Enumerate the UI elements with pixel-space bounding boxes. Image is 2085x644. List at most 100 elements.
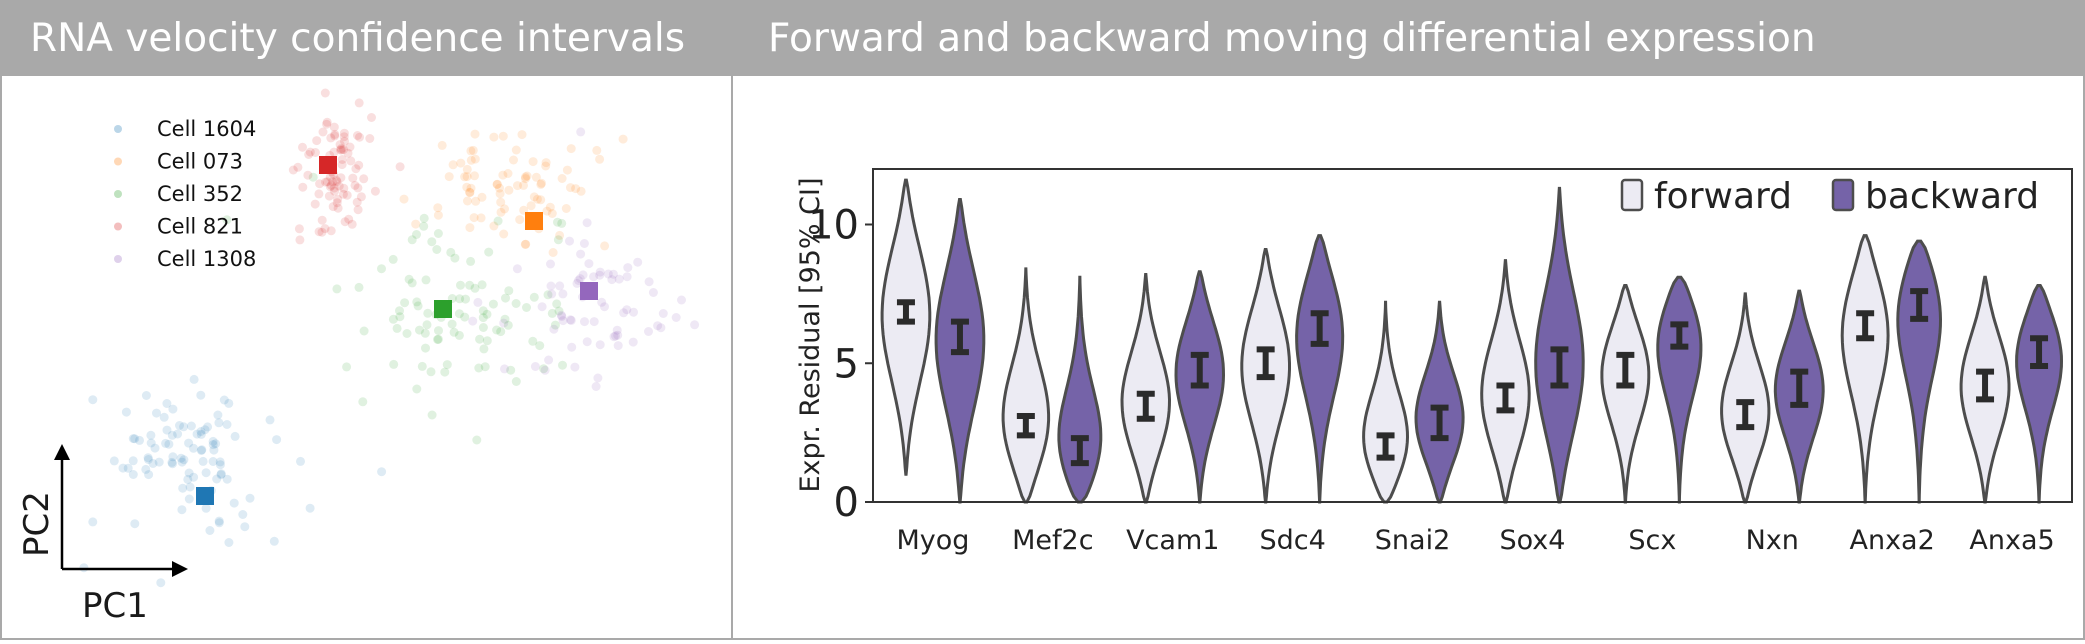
legend-swatch-forward bbox=[1620, 178, 1644, 212]
scatter-point bbox=[298, 182, 308, 192]
scatter-point bbox=[189, 374, 199, 384]
violin-backward bbox=[1896, 239, 1943, 504]
violin-forward bbox=[1120, 273, 1172, 504]
scatter-point bbox=[395, 306, 404, 316]
scatter-point bbox=[468, 316, 478, 326]
scatter-point bbox=[511, 299, 521, 308]
scatter-point bbox=[339, 128, 349, 138]
x-tick-label: Sdc4 bbox=[1259, 525, 1325, 556]
scatter-point bbox=[448, 160, 458, 170]
scatter-point bbox=[553, 217, 562, 227]
scatter-point bbox=[392, 323, 402, 333]
pc-axes: PC1 PC2 bbox=[17, 444, 188, 626]
scatter-point bbox=[562, 165, 572, 175]
cell-legend: Cell 1604 Cell 073 Cell 352 Cell 821 Cell 13… bbox=[114, 117, 256, 271]
scatter-point bbox=[412, 384, 422, 394]
y-tick-label: 0 bbox=[834, 480, 859, 526]
scatter-point bbox=[504, 286, 514, 296]
scatter-point bbox=[205, 526, 215, 535]
scatter-point bbox=[511, 145, 521, 155]
scatter-point bbox=[528, 157, 538, 167]
violin-backward bbox=[1414, 300, 1465, 504]
scatter-point bbox=[449, 327, 459, 337]
velocity-panel-title: RNA velocity confidence intervals bbox=[2, 2, 731, 76]
scatter-point bbox=[567, 342, 577, 352]
scatter-point bbox=[162, 399, 172, 408]
scatter-point bbox=[427, 410, 437, 420]
scatter-point bbox=[499, 229, 509, 239]
scatter-point bbox=[315, 179, 325, 189]
violin-legend: forward backward bbox=[1620, 176, 2039, 217]
scatter-point bbox=[185, 482, 195, 492]
y-tick-label: 10 bbox=[808, 203, 859, 249]
scatter-point bbox=[500, 364, 509, 374]
scatter-point bbox=[123, 463, 133, 473]
scatter-point bbox=[584, 259, 594, 269]
legend-marker bbox=[114, 255, 122, 263]
scatter-point bbox=[152, 408, 161, 418]
violin-forward bbox=[1840, 234, 1890, 504]
scatter-point bbox=[496, 197, 506, 207]
scatter-point bbox=[209, 445, 219, 455]
scatter-point bbox=[461, 294, 470, 304]
scatter-point bbox=[576, 127, 586, 137]
legend-swatch-backward bbox=[1831, 178, 1855, 212]
differential-expression-title: Forward and backward moving differential… bbox=[733, 2, 2083, 76]
scatter-point bbox=[444, 172, 454, 182]
scatter-point bbox=[356, 192, 366, 202]
scatter-point bbox=[671, 313, 681, 322]
scatter-point bbox=[399, 194, 409, 204]
scatter-point bbox=[511, 377, 521, 386]
scatter-point bbox=[121, 407, 131, 417]
scatter-point bbox=[450, 253, 460, 263]
scatter-point bbox=[148, 459, 158, 468]
scatter-point bbox=[500, 314, 510, 324]
pca-scatter: Cell 1604 Cell 073 Cell 352 Cell 821 Cell 13… bbox=[17, 88, 700, 626]
scatter-point bbox=[454, 309, 464, 319]
scatter-point bbox=[200, 425, 210, 435]
scatter-point bbox=[462, 172, 472, 182]
scatter-point bbox=[539, 364, 549, 374]
scatter-point bbox=[529, 292, 539, 302]
scatter-point bbox=[332, 198, 342, 208]
scatter-point bbox=[550, 320, 560, 330]
scatter-point bbox=[337, 155, 347, 164]
scatter-point bbox=[336, 145, 345, 155]
scatter-point bbox=[618, 134, 628, 144]
scatter-point bbox=[164, 439, 174, 449]
scatter-point bbox=[566, 144, 576, 154]
scatter-point bbox=[342, 362, 352, 372]
scatter-point bbox=[417, 361, 427, 371]
scatter-point bbox=[479, 344, 489, 354]
scatter-point bbox=[558, 289, 568, 299]
scatter-point bbox=[540, 365, 550, 375]
scatter-point bbox=[535, 341, 545, 351]
scatter-point bbox=[557, 312, 567, 321]
scatter-point bbox=[557, 174, 567, 183]
scatter-point bbox=[143, 453, 153, 463]
scatter-point bbox=[339, 183, 349, 193]
x-tick-label: Scx bbox=[1628, 525, 1676, 556]
scatter-point bbox=[317, 227, 327, 237]
pc1-label: PC1 bbox=[82, 586, 148, 626]
scatter-point bbox=[454, 330, 464, 340]
scatter-point bbox=[475, 334, 485, 344]
scatter-point bbox=[304, 150, 314, 159]
x-tick-label: Myog bbox=[896, 525, 969, 556]
scatter-point bbox=[433, 210, 443, 220]
scatter-point bbox=[335, 140, 345, 150]
scatter-point bbox=[421, 343, 430, 353]
scatter-point bbox=[580, 317, 589, 327]
scatter-point bbox=[168, 404, 178, 414]
scatter-point bbox=[377, 467, 387, 477]
scatter-point bbox=[628, 337, 638, 347]
scatter-point bbox=[272, 435, 282, 445]
scatter-point bbox=[455, 294, 465, 304]
scatter-point bbox=[224, 538, 234, 547]
y-tick-label: 5 bbox=[834, 341, 859, 387]
scatter-point bbox=[329, 183, 339, 193]
scatter-point bbox=[537, 178, 546, 188]
scatter-point bbox=[161, 438, 171, 448]
scatter-point bbox=[118, 463, 128, 473]
scatter-point bbox=[575, 274, 585, 284]
